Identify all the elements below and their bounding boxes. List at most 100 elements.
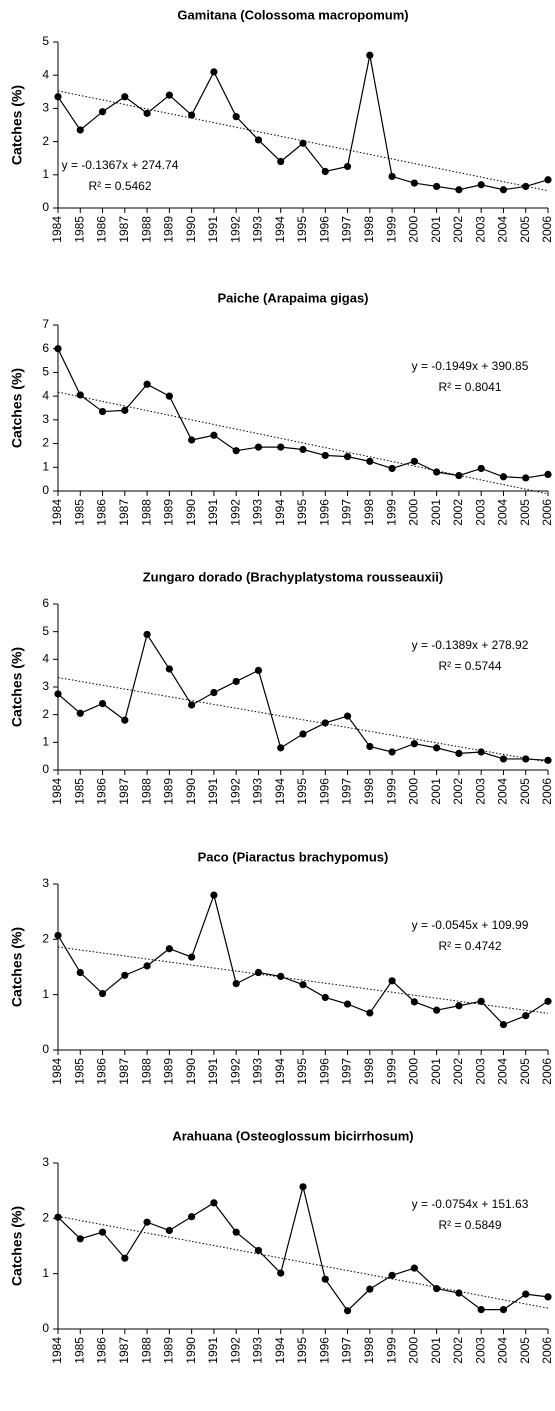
data-point	[321, 993, 329, 1002]
y-tick-label: 7	[42, 317, 49, 331]
data-point	[210, 1199, 218, 1207]
data-point	[321, 719, 329, 727]
data-point	[522, 1290, 530, 1298]
x-tick-label: 1990	[184, 1058, 198, 1085]
data-point	[254, 443, 263, 451]
data-point	[277, 744, 285, 752]
data-point	[121, 716, 129, 724]
data-point	[544, 1293, 552, 1301]
r-squared: R² = 0.5849	[438, 1218, 501, 1232]
x-tick-label: 1999	[384, 778, 398, 805]
data-point	[210, 68, 218, 76]
x-tick-label: 1989	[162, 1058, 176, 1085]
x-tick-label: 1984	[50, 1058, 64, 1085]
x-tick-label: 1994	[273, 1058, 287, 1085]
chart-title: Gamitana (Colossoma macropomum)	[177, 7, 408, 22]
x-tick-label: 1995	[295, 216, 309, 243]
x-tick-label: 1997	[340, 1337, 354, 1364]
data-point	[410, 457, 418, 465]
data-point	[343, 453, 352, 461]
x-tick-label: 2006	[540, 1337, 554, 1364]
x-tick-label: 1987	[117, 499, 131, 526]
data-point	[54, 690, 62, 698]
x-tick-label: 1985	[72, 499, 86, 526]
x-tick-label: 1994	[273, 499, 287, 526]
x-tick-label: 1999	[384, 1337, 398, 1364]
x-tick-label: 1992	[228, 1058, 242, 1085]
data-point	[321, 167, 329, 176]
data-point	[254, 1246, 263, 1255]
x-tick-label: 1990	[184, 216, 198, 243]
x-tick-label: 2005	[518, 216, 532, 243]
x-tick-label: 2001	[429, 778, 443, 805]
data-point	[254, 666, 263, 675]
x-tick-label: 1992	[228, 1337, 242, 1364]
x-tick-label: 1992	[228, 499, 242, 526]
x-tick-label: 1986	[95, 1337, 109, 1364]
x-tick-label: 1987	[117, 1337, 131, 1364]
data-point	[254, 968, 263, 977]
x-tick-label: 1988	[139, 778, 153, 805]
data-point	[54, 1213, 62, 1221]
data-point	[299, 139, 307, 147]
x-tick-label: 1991	[206, 499, 220, 526]
x-tick-label: 2004	[496, 216, 510, 243]
data-point	[165, 1226, 173, 1235]
data-point	[232, 1228, 240, 1236]
data-point	[388, 172, 396, 181]
trend-line	[57, 391, 549, 495]
x-tick-label: 1989	[162, 778, 176, 805]
x-tick-label: 1994	[273, 216, 287, 243]
data-point	[366, 1009, 374, 1017]
data-point	[433, 468, 441, 476]
x-tick-label: 1997	[340, 1058, 354, 1085]
data-point	[433, 1285, 441, 1293]
y-tick-label: 0	[42, 200, 49, 214]
data-point	[76, 126, 84, 134]
x-tick-label: 2006	[540, 499, 554, 526]
x-tick-label: 2002	[451, 216, 465, 243]
x-tick-label: 2005	[518, 1058, 532, 1085]
x-tick-label: 1989	[162, 216, 176, 243]
y-tick-label: 0	[42, 483, 49, 497]
x-tick-label: 1990	[184, 1337, 198, 1364]
x-tick-label: 2001	[429, 1337, 443, 1364]
x-tick-label: 1999	[384, 1058, 398, 1085]
x-tick-label: 1986	[95, 216, 109, 243]
data-point	[188, 111, 196, 119]
data-point	[477, 464, 485, 473]
data-point	[433, 1006, 441, 1014]
x-tick-label: 2006	[540, 778, 554, 805]
data-point	[455, 749, 463, 758]
data-point	[522, 182, 530, 191]
trend-equation: y = -0.1389x + 278.92	[412, 638, 529, 652]
y-tick-label: 2	[42, 707, 49, 721]
data-point	[343, 1307, 352, 1315]
r-squared: R² = 0.8041	[438, 380, 501, 394]
data-point	[188, 436, 196, 444]
x-tick-label: 2004	[496, 1337, 510, 1364]
data-point	[143, 1218, 151, 1226]
trend-line	[57, 1215, 549, 1309]
data-point	[76, 709, 84, 717]
x-tick-label: 1993	[251, 1337, 265, 1364]
data-point	[410, 740, 418, 748]
x-tick-label: 1984	[50, 778, 64, 805]
y-tick-label: 3	[42, 876, 49, 890]
y-axis-label: Catches (%)	[9, 85, 25, 165]
x-tick-label: 2003	[473, 499, 487, 526]
data-point	[232, 447, 240, 455]
y-tick-label: 4	[42, 388, 49, 402]
x-tick-label: 1985	[72, 216, 86, 243]
x-tick-label: 2004	[496, 499, 510, 526]
x-tick-label: 1996	[317, 1058, 331, 1085]
trend-line	[57, 677, 549, 763]
data-point	[210, 891, 218, 899]
trend-equation: y = -0.0545x + 109.99	[412, 918, 529, 932]
y-tick-label: 3	[42, 412, 49, 426]
y-tick-label: 1	[42, 167, 49, 181]
data-point	[165, 945, 173, 953]
x-tick-label: 1996	[317, 1337, 331, 1364]
data-point	[499, 755, 508, 763]
x-tick-label: 1987	[117, 216, 131, 243]
